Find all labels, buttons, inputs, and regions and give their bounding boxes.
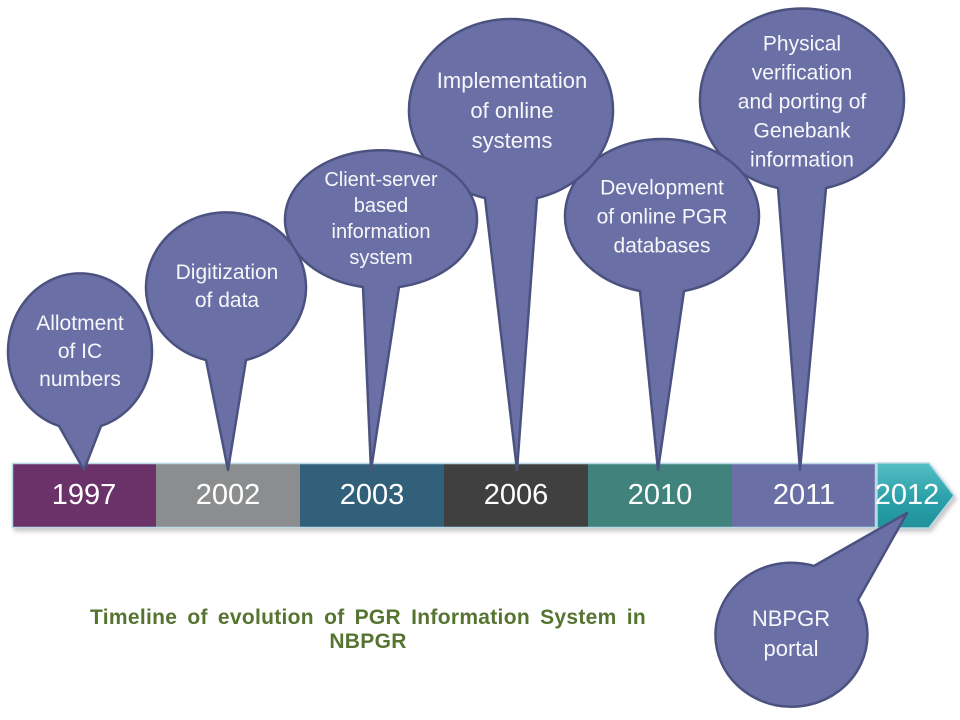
caption: Timeline of evolution of PGR Information… — [90, 606, 646, 653]
balloon-1997-ic-numbers — [6, 272, 154, 472]
timeline-segment-2006 — [444, 463, 588, 528]
timeline-segment-2003 — [300, 463, 444, 528]
timeline-arrow-2012 — [876, 462, 955, 529]
timeline-segment-2010 — [588, 463, 732, 528]
balloon-2006-online-systems — [407, 17, 615, 472]
timeline-segment-2002 — [156, 463, 300, 528]
timeline-segment-1997 — [12, 463, 156, 528]
balloon-2002-digitization — [144, 211, 308, 472]
timeline-segment-2011 — [732, 463, 876, 528]
balloon-2011-physical-verification — [698, 7, 906, 472]
balloon-2012-nbpgr-portal — [714, 511, 909, 708]
balloon-2003-client-server — [283, 148, 479, 472]
callout-balloons — [6, 7, 909, 708]
timeline-bar-outline — [11, 462, 877, 529]
balloon-2010-online-pgr-databases — [563, 137, 761, 472]
timeline-bar — [11, 462, 955, 529]
